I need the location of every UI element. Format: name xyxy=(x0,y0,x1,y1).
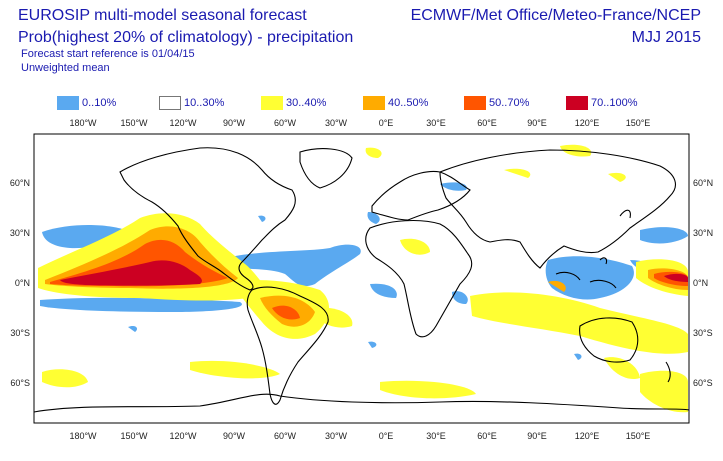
lon-label-bottom: 0°E xyxy=(379,431,394,441)
subtitle-left: Prob(highest 20% of climatology) - preci… xyxy=(18,29,354,46)
legend-swatch xyxy=(159,96,181,110)
lon-label-bottom: 150°E xyxy=(626,431,651,441)
coast-south-america xyxy=(246,286,329,405)
lon-label-top: 60°W xyxy=(274,118,297,128)
legend-label: 70..100% xyxy=(591,97,638,109)
coast-europe xyxy=(371,170,471,221)
coast-africa xyxy=(365,220,473,338)
lon-label-bottom: 120°W xyxy=(169,431,197,441)
lat-label-left: 60°N xyxy=(10,178,30,188)
lon-label-bottom: 90°W xyxy=(223,431,246,441)
lat-label-right: 0°N xyxy=(693,278,708,288)
lon-label-top: 150°E xyxy=(626,118,651,128)
legend-swatch xyxy=(566,96,588,110)
lat-label-right: 60°S xyxy=(693,378,713,388)
legend-label: 10..30% xyxy=(184,97,225,109)
top-lon-labels: 180°W 150°W 120°W 90°W 60°W 30°W 0°E 30°… xyxy=(69,118,650,128)
lon-label-bottom: 60°E xyxy=(477,431,497,441)
legend-label: 40..50% xyxy=(388,97,429,109)
lon-label-bottom: 180°W xyxy=(69,431,97,441)
legend-swatch xyxy=(363,96,385,110)
lon-label-bottom: 150°W xyxy=(120,431,148,441)
left-lat-labels: 60°N 30°N 0°N 30°S 60°S xyxy=(10,178,30,388)
bottom-lon-labels: 180°W 150°W 120°W 90°W 60°W 30°W 0°E 30°… xyxy=(69,431,650,441)
probability-field xyxy=(38,144,688,413)
lon-label-top: 120°W xyxy=(169,118,197,128)
forecast-period: MJJ 2015 xyxy=(631,29,701,46)
lat-label-left: 0°N xyxy=(15,278,30,288)
lat-label-left: 60°S xyxy=(10,378,30,388)
legend: 0..10% 10..30% 30..40% 40..50% 50..70% 7… xyxy=(0,96,723,110)
legend-label: 30..40% xyxy=(286,97,327,109)
lat-label-right: 60°N xyxy=(693,178,713,188)
legend-label: 0..10% xyxy=(82,97,117,109)
legend-label: 50..70% xyxy=(489,97,530,109)
lat-label-left: 30°N xyxy=(10,228,30,238)
lon-label-top: 150°W xyxy=(120,118,148,128)
legend-swatch xyxy=(464,96,486,110)
title-right: ECMWF/Met Office/Meteo-France/NCEP xyxy=(410,7,701,24)
lon-label-top: 120°E xyxy=(575,118,600,128)
coast-islands xyxy=(555,209,631,289)
forecast-start-line: Forecast start reference is 01/04/15 xyxy=(21,48,195,60)
right-lat-labels: 60°N 30°N 0°N 30°S 60°S xyxy=(693,178,713,388)
world-map: 180°W 150°W 120°W 90°W 60°W 30°W 0°E 30°… xyxy=(10,118,713,441)
lon-label-bottom: 120°E xyxy=(575,431,600,441)
lon-label-top: 30°E xyxy=(426,118,446,128)
lon-label-bottom: 30°E xyxy=(426,431,446,441)
map-frame xyxy=(33,133,690,424)
coast-asia xyxy=(439,149,676,269)
map-panel: 180°W 150°W 120°W 90°W 60°W 30°W 0°E 30°… xyxy=(0,112,723,456)
lat-label-right: 30°N xyxy=(693,228,713,238)
prob-70-100-areas xyxy=(60,260,688,286)
legend-swatch xyxy=(57,96,79,110)
coast-greenland xyxy=(299,148,353,189)
lon-label-top: 90°E xyxy=(527,118,547,128)
coast-north-america xyxy=(119,147,296,291)
lon-label-top: 60°E xyxy=(477,118,497,128)
lon-label-top: 0°E xyxy=(379,118,394,128)
lon-label-top: 30°W xyxy=(325,118,348,128)
lon-label-top: 180°W xyxy=(69,118,97,128)
lon-label-bottom: 90°E xyxy=(527,431,547,441)
lat-label-right: 30°S xyxy=(693,328,713,338)
lon-label-bottom: 30°W xyxy=(325,431,348,441)
lon-label-bottom: 60°W xyxy=(274,431,297,441)
coastlines xyxy=(34,147,689,413)
coast-australia xyxy=(579,317,639,363)
coast-antarctica xyxy=(34,393,689,413)
title-left: EUROSIP multi-model seasonal forecast xyxy=(18,7,307,24)
lon-label-top: 90°W xyxy=(223,118,246,128)
legend-swatch xyxy=(261,96,283,110)
coast-new-zealand xyxy=(665,361,671,383)
lat-label-left: 30°S xyxy=(10,328,30,338)
weighting-line: Unweighted mean xyxy=(21,62,110,74)
